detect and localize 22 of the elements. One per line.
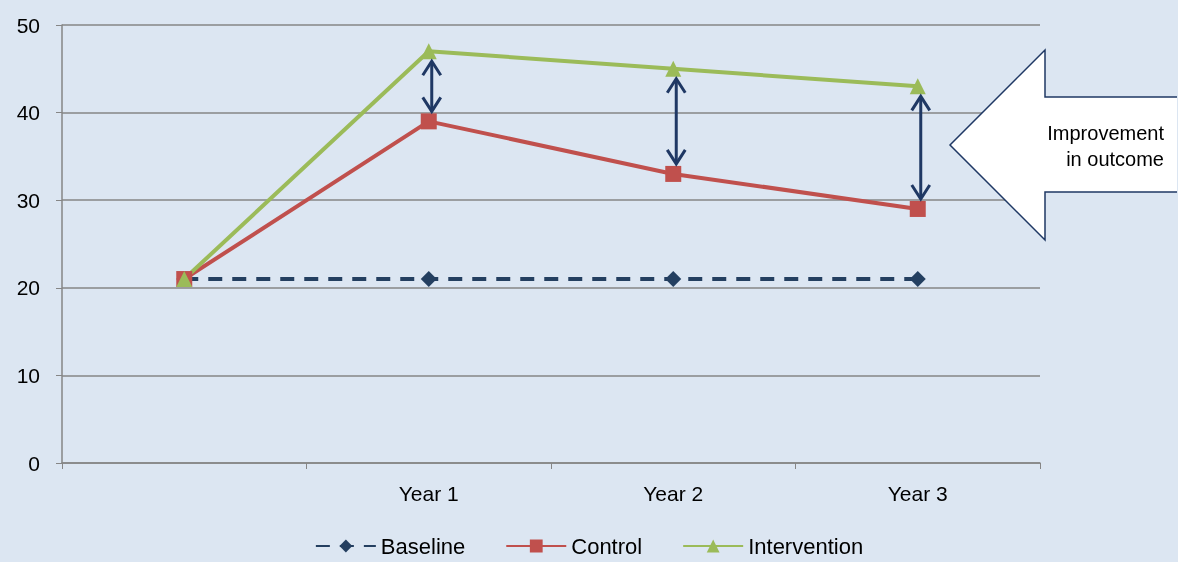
point — [665, 165, 682, 182]
point — [420, 271, 437, 288]
legend-label: Intervention — [748, 533, 864, 559]
y-tick-label: 30 — [16, 188, 40, 212]
x-tick-label: Year 2 — [643, 482, 704, 505]
legend-label: Control — [571, 533, 643, 559]
point — [665, 271, 682, 288]
y-tick-label: 40 — [16, 101, 40, 125]
x-tick-label: Year 1 — [398, 482, 459, 505]
legend-label: Baseline — [380, 533, 466, 559]
y-tick-label: 50 — [16, 13, 40, 37]
y-tick-label: 10 — [16, 363, 40, 387]
point — [420, 43, 437, 60]
x-tick-label: Year 3 — [887, 482, 948, 505]
point — [909, 271, 926, 288]
y-tick-label: 0 — [28, 451, 40, 475]
text: Improvement in outcome — [1046, 121, 1164, 172]
point — [909, 200, 926, 217]
point — [665, 60, 682, 77]
point — [909, 78, 926, 95]
y-tick-label: 20 — [16, 276, 40, 300]
point — [420, 113, 437, 130]
